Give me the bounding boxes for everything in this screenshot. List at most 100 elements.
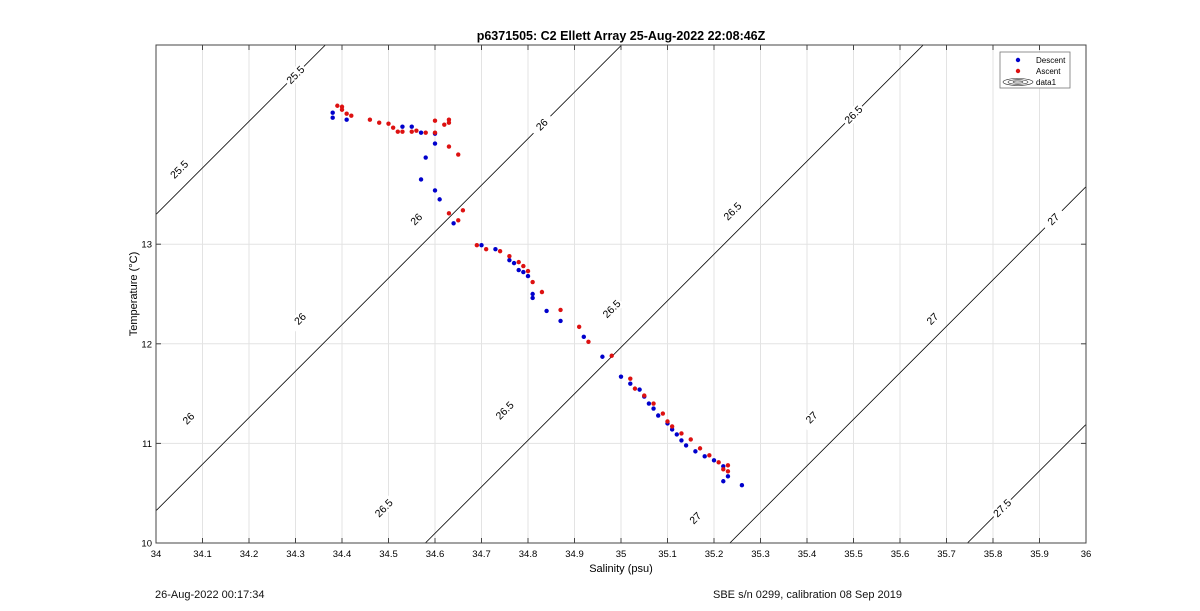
ascent-point: [339, 107, 345, 112]
x-tick-label: 34: [151, 549, 162, 560]
footer-calibration: SBE s/n 0299, calibration 08 Sep 2019: [713, 589, 902, 601]
chart-title: p6371505: C2 Ellett Array 25-Aug-2022 22…: [477, 29, 766, 43]
contour-label-bg: [282, 62, 309, 88]
footer-timestamp: 26-Aug-2022 00:17:34: [155, 589, 265, 601]
x-tick-label: 34.6: [426, 549, 445, 560]
contour-label-bg: [719, 198, 746, 225]
ascent-point: [349, 113, 354, 118]
ascent-point: [442, 122, 447, 127]
ascent-point: [456, 152, 461, 157]
contour-label-bg: [798, 404, 825, 431]
descent-point: [451, 221, 456, 226]
descent-point: [493, 246, 498, 252]
x-tick-label: 34.5: [379, 549, 398, 560]
x-tick-label: 35.2: [705, 549, 724, 560]
ascent-point: [665, 419, 670, 424]
descent-point: [516, 267, 521, 273]
ascent-point: [660, 411, 666, 416]
contour-label-bg: [1040, 206, 1067, 233]
ascent-point: [707, 453, 712, 458]
x-tick-label: 34.4: [333, 549, 352, 560]
descent-point: [400, 124, 405, 129]
descent-point: [721, 479, 726, 484]
descent-point: [418, 177, 424, 182]
legend-contour-icon: [1002, 78, 1034, 86]
descent-point: [418, 130, 424, 135]
descent-point: [628, 381, 633, 386]
ascent-point: [539, 289, 545, 295]
descent-point: [739, 483, 745, 488]
descent-point: [432, 188, 438, 193]
y-tick-label: 13: [141, 240, 152, 251]
x-tick-label: 35.3: [751, 549, 770, 560]
ascent-point: [423, 130, 428, 135]
ascent-point: [386, 121, 391, 126]
x-tick-label: 34.3: [286, 549, 305, 560]
data-points: [330, 103, 745, 488]
descent-point: [511, 260, 517, 266]
x-tick-label: 35.1: [658, 549, 677, 560]
y-axis-label: Temperature (°C): [128, 252, 140, 336]
descent-point: [693, 449, 698, 454]
descent-point: [409, 124, 414, 129]
descent-point: [437, 197, 442, 202]
ascent-point: [507, 253, 512, 259]
ascent-point: [576, 324, 582, 330]
descent-point: [711, 458, 717, 463]
contour-line-27.5: [967, 423, 1086, 543]
axis-ticks: 34 34.1 34.2 34.3 34.4 34.5 34.6 34.7 34.8 34.9 35…: [141, 45, 1091, 560]
density-contours: 25.525.52626262626.526.526.526.526.52727…: [156, 45, 1086, 543]
y-tick-label: 12: [141, 339, 152, 350]
legend-descent-label: Descent: [1036, 56, 1066, 65]
ascent-point: [483, 246, 489, 252]
legend: Descent Ascent data1: [999, 51, 1071, 89]
contour-label-bg: [166, 156, 192, 183]
ascent-point: [697, 446, 703, 451]
ascent-point: [474, 242, 480, 248]
x-tick-label: 34.9: [565, 549, 584, 560]
descent-point: [674, 432, 679, 437]
ascent-point: [586, 339, 591, 345]
legend-descent-marker: [1015, 57, 1021, 63]
contour-label-bg: [840, 101, 867, 128]
ascent-point: [409, 129, 414, 134]
contour-line-25.5: [156, 45, 326, 215]
y-tick-label: 11: [142, 439, 152, 450]
grid-lines: [155, 45, 1087, 544]
contour-label-bg: [492, 397, 518, 424]
descent-point: [330, 110, 335, 115]
ascent-point: [651, 401, 656, 406]
ascent-point: [400, 129, 405, 134]
contour-label-bg: [919, 306, 946, 332]
ascent-point: [497, 248, 503, 254]
ascent-point: [609, 353, 614, 358]
descent-point: [600, 354, 605, 359]
descent-point: [432, 141, 438, 146]
x-tick-label: 35.4: [798, 549, 817, 560]
ascent-point: [716, 460, 721, 465]
descent-point: [330, 115, 335, 120]
legend-ascent-marker: [1015, 68, 1021, 74]
contour-label-bg: [371, 495, 397, 521]
ascent-point: [432, 130, 438, 135]
descent-point: [558, 318, 563, 324]
x-tick-label: 35.7: [937, 549, 956, 560]
descent-point: [525, 273, 531, 279]
ascent-point: [395, 129, 400, 134]
ascent-point: [414, 128, 419, 133]
ascent-point: [525, 268, 531, 274]
descent-point: [544, 308, 549, 314]
x-tick-label: 34.8: [519, 549, 538, 560]
contour-line-26.5: [425, 45, 924, 543]
descent-point: [725, 474, 731, 479]
ascent-point: [446, 144, 452, 149]
ascent-point: [521, 263, 526, 269]
ascent-point: [679, 431, 684, 436]
ascent-point: [367, 117, 373, 122]
ascent-point: [390, 125, 396, 130]
descent-point: [651, 406, 656, 411]
x-tick-label: 35: [616, 549, 627, 560]
x-tick-label: 35.5: [844, 549, 863, 560]
x-tick-label: 36: [1081, 549, 1092, 560]
